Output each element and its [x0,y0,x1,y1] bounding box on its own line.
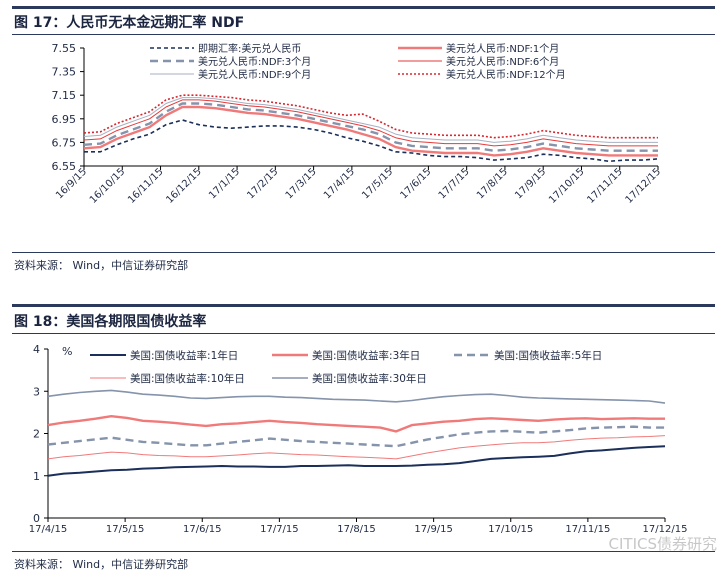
legend-label: 美元兑人民币:NDF:3个月 [198,55,311,68]
legend-label: 美国:国债收益率:10年日 [130,372,245,385]
series-line-4 [47,435,666,460]
figure-source-rule [12,551,715,552]
y-tick-label: 7.15 [52,89,77,102]
y-tick-label: 6.75 [52,136,77,149]
figure-17-title: 图 17：人民币无本金远期汇率 NDF [14,15,245,31]
series-line-3 [83,102,658,152]
series-line-6 [83,94,658,139]
watermark: CITICS债券研究 [608,535,717,553]
y-tick-label: 3 [33,385,40,398]
x-tick-label: 16/12/15 [164,166,204,206]
figure-top-rule [12,6,715,9]
x-tick-label: 16/9/15 [54,166,89,201]
x-tick-label: 17/4/15 [322,166,357,201]
x-tick-label: 17/11/15 [585,166,625,206]
series-line-2 [83,105,658,157]
x-tick-label: 17/3/15 [284,166,319,201]
x-tick-label: 16/11/15 [126,166,166,206]
series-line-5 [83,97,658,143]
x-tick-label: 17/6/15 [183,524,222,535]
x-tick-label: 17/5/15 [360,166,395,201]
series-line-2 [47,415,665,433]
x-tick-label: 17/10/15 [488,524,533,535]
legend-label: 美元兑人民币:NDF:6个月 [446,55,559,68]
x-tick-label: 17/8/15 [475,166,510,201]
y-tick-label: 1 [33,470,40,483]
y-tick-label: 7.35 [52,66,77,79]
y-axis-unit-label: % [62,345,72,358]
legend-label: 美元兑人民币:NDF:9个月 [198,68,311,81]
x-tick-label: 17/11/15 [565,524,610,535]
y-tick-label: 6.55 [52,160,77,173]
legend-label: 美元兑人民币:NDF:12个月 [446,68,566,81]
series-line-1 [47,445,666,477]
y-tick-label: 2 [33,428,40,441]
y-tick-label: 7.55 [52,42,77,55]
x-tick-label: 17/10/15 [547,166,587,206]
legend-label: 美元兑人民币:NDF:1个月 [446,42,559,55]
x-tick-label: 17/12/15 [624,166,664,206]
x-tick-label: 16/10/15 [88,166,128,206]
x-tick-label: 17/2/15 [245,166,280,201]
x-tick-label: 17/6/15 [398,166,433,201]
x-tick-label: 17/9/15 [414,524,453,535]
series-line-4 [83,99,658,147]
x-tick-label: 17/7/15 [437,166,472,201]
legend-label: 美国:国债收益率:5年日 [494,349,602,362]
legend-label: 美国:国债收益率:3年日 [312,349,420,362]
y-tick-label: 6.95 [52,113,77,126]
x-tick-label: 17/1/15 [207,166,242,201]
x-tick-label: 17/7/15 [260,524,299,535]
series-line-3 [47,425,665,448]
x-tick-label: 17/5/15 [106,524,145,535]
y-tick-label: 0 [33,512,40,525]
figure-18-source: 资料来源： Wind，中信证券研究部 [14,558,189,571]
x-tick-label: 17/9/15 [513,166,548,201]
legend-label: 美国:国债收益率:1年日 [130,349,238,362]
figure-18-title: 图 18：美国各期限国债收益率 [14,314,207,330]
legend-label: 即期汇率:美元兑人民币 [198,42,301,55]
figure-top-rule [12,304,715,307]
series-line-1 [84,119,659,163]
y-tick-label: 4 [33,343,40,356]
figure-source-rule [12,252,715,253]
x-tick-label: 17/8/15 [337,524,376,535]
figure-title-rule [12,34,715,35]
figure-title-rule [12,333,715,334]
legend-label: 美国:国债收益率:30年日 [312,372,427,385]
series-line-5 [47,389,666,404]
figure-17-source: 资料来源： Wind，中信证券研究部 [14,259,189,272]
x-tick-label: 17/4/15 [29,524,68,535]
